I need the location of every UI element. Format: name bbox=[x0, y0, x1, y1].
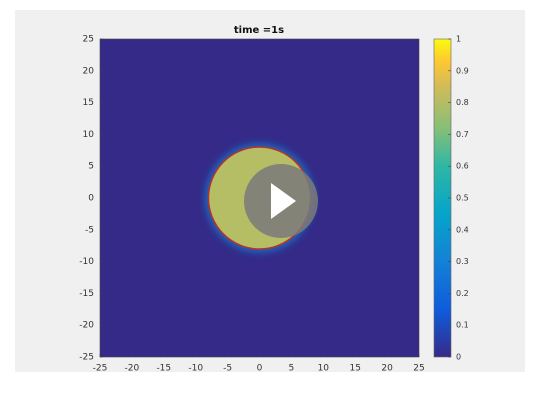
x-tick-label: -10 bbox=[188, 364, 203, 374]
colorbar-tick-label: 0 bbox=[456, 353, 461, 362]
chart-title: time =1s bbox=[234, 25, 284, 36]
y-tick-label: 20 bbox=[83, 66, 95, 76]
play-icon[interactable] bbox=[271, 183, 296, 219]
x-tick-label: -15 bbox=[156, 364, 171, 374]
y-tick-label: -25 bbox=[79, 353, 94, 363]
colorbar-tick-label: 0.2 bbox=[456, 289, 469, 298]
colorbar-tick-label: 0.5 bbox=[456, 194, 469, 203]
colorbar-tick-label: 0.6 bbox=[456, 162, 469, 171]
colorbar-tick-label: 0.1 bbox=[456, 321, 469, 330]
colorbar-tick-label: 0.7 bbox=[456, 130, 469, 139]
x-tick-label: 15 bbox=[349, 364, 360, 374]
x-tick-label: -20 bbox=[125, 364, 140, 374]
y-tick-label: 25 bbox=[83, 35, 94, 45]
play-button[interactable] bbox=[244, 164, 318, 238]
colorbar-tick-label: 0.8 bbox=[456, 98, 469, 107]
y-tick-label: 0 bbox=[88, 194, 94, 204]
y-tick-label: -15 bbox=[79, 289, 94, 299]
colorbar-tick-label: 0.4 bbox=[456, 225, 469, 234]
y-tick-label: 15 bbox=[83, 98, 94, 108]
x-tick-label: 10 bbox=[318, 364, 330, 374]
x-tick-label: -5 bbox=[223, 364, 232, 374]
x-tick-label: 25 bbox=[413, 364, 424, 374]
x-tick-label: 20 bbox=[381, 364, 393, 374]
x-tick-label: 0 bbox=[257, 364, 263, 374]
y-tick-label: 5 bbox=[88, 162, 94, 172]
colorbar-tick-label: 0.3 bbox=[456, 257, 469, 266]
y-tick-label: -5 bbox=[85, 225, 94, 235]
x-tick-label: 5 bbox=[289, 364, 295, 374]
colorbar-tick-label: 1 bbox=[456, 35, 461, 44]
y-tick-label: -10 bbox=[79, 257, 94, 267]
colorbar-tick-label: 0.9 bbox=[456, 66, 469, 75]
x-tick-label: -25 bbox=[93, 364, 108, 374]
y-tick-label: -20 bbox=[79, 321, 94, 331]
y-tick-label: 10 bbox=[83, 130, 95, 140]
